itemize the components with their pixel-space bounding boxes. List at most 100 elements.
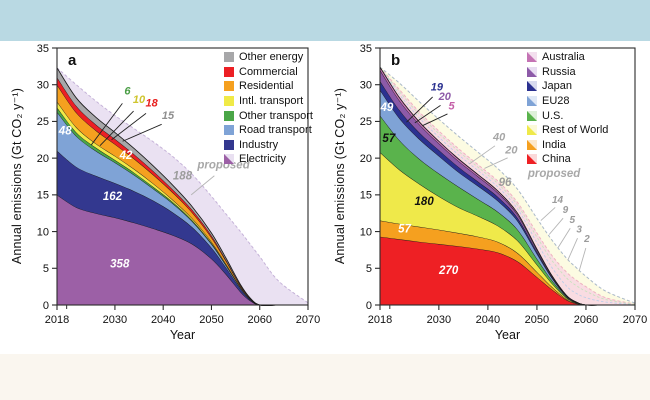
plot-box xyxy=(379,47,636,306)
envelope-proposed-outer-dashed-edge xyxy=(379,66,636,304)
legend-item: Rest of World xyxy=(527,124,608,137)
legend-item: Other energy xyxy=(224,51,313,64)
legend-a: Other energy Commercial Residential Intl. t… xyxy=(224,51,313,166)
callout-line xyxy=(567,238,578,261)
callout-label-9: 9 xyxy=(563,205,569,216)
y-tick-label: 35 xyxy=(360,43,372,55)
y-tick-label: 30 xyxy=(37,80,49,92)
triangle-swatch-icon xyxy=(224,154,234,165)
y-tick-label: 5 xyxy=(366,263,372,275)
y-tick-label: 10 xyxy=(360,226,372,238)
callout-line xyxy=(484,157,508,169)
envelope-proposed-dashed-edge xyxy=(56,67,309,304)
callout-line xyxy=(540,207,556,221)
y-tick-label: 35 xyxy=(37,43,49,55)
annotation-162: 162 xyxy=(103,191,123,203)
callout-label-19: 19 xyxy=(431,82,444,94)
area-electricity xyxy=(57,194,308,306)
legend-item-label: Rest of World xyxy=(542,124,609,137)
panel-a-chart: 0 5 10 15 20 25 30 35 2018 2030 2040 2050 2060 2070 Ye… xyxy=(37,43,320,342)
triangle-swatch-icon xyxy=(527,96,537,107)
legend-item-label: Residential xyxy=(239,80,294,93)
legend-item-label: India xyxy=(542,138,566,151)
legend-item-label: Road transport xyxy=(239,124,312,137)
legend-item: U.S. xyxy=(527,109,608,122)
legend-item: Industry xyxy=(224,139,313,152)
legend-item: Japan xyxy=(527,80,608,93)
panel-letter-a: a xyxy=(68,52,77,69)
x-tick-label: 2030 xyxy=(427,314,451,326)
y-tick-label: 5 xyxy=(43,263,49,275)
triangle-swatch-icon xyxy=(527,110,537,121)
callout-line xyxy=(406,96,433,123)
callout-label-10: 10 xyxy=(133,94,146,106)
legend-item: Electricity xyxy=(224,153,313,166)
legend-item-label: Intl. transport xyxy=(239,95,304,108)
top-background-band xyxy=(0,0,650,41)
callout-line xyxy=(111,113,147,141)
square-swatch-icon xyxy=(224,110,234,121)
callout-line xyxy=(414,104,441,124)
annotation-188: 188 xyxy=(173,170,193,182)
annotation-57: 57 xyxy=(382,133,395,145)
legend-item: Road transport xyxy=(224,124,313,137)
legend-item-label: Commercial xyxy=(239,65,298,78)
area-industry xyxy=(57,150,308,306)
x-axis-title: Year xyxy=(495,328,520,342)
area-china xyxy=(380,236,635,306)
x-tick-label: 2040 xyxy=(151,314,175,326)
annotation-358: 358 xyxy=(110,259,130,271)
x-tick-label: 2070 xyxy=(296,314,320,326)
x-tick-label: 2018 xyxy=(368,314,392,326)
y-tick-label: 25 xyxy=(37,116,49,128)
legend-item: Residential xyxy=(224,80,313,93)
legend-item: Other transport xyxy=(224,109,313,122)
annotation-proposed: proposed xyxy=(527,168,581,180)
legend-item: EU28 xyxy=(527,95,608,108)
area-india xyxy=(380,220,635,306)
x-tick-label: 2018 xyxy=(45,314,69,326)
callout-label-3: 3 xyxy=(576,224,582,235)
triangle-swatch-icon xyxy=(527,154,537,165)
annotation-48: 48 xyxy=(58,126,72,138)
envelope-proposed-inner-dashed-edge xyxy=(379,66,636,305)
x-tick-label: 2050 xyxy=(199,314,223,326)
legend-item-label: EU28 xyxy=(542,95,570,108)
legend-item: Australia xyxy=(527,51,608,64)
callout-label-6: 6 xyxy=(124,85,131,97)
inner-dashed-guide xyxy=(379,66,636,305)
legend-item-label: Japan xyxy=(542,80,572,93)
y-tick-label: 15 xyxy=(37,190,49,202)
callout-line xyxy=(99,110,134,146)
legend-item-label: China xyxy=(542,153,571,166)
bottom-background-band xyxy=(0,354,650,400)
legend-item-label: Industry xyxy=(239,138,279,151)
y-tick-label: 10 xyxy=(37,226,49,238)
legend-item: Intl. transport xyxy=(224,95,313,108)
x-tick-label: 2040 xyxy=(476,314,500,326)
callout-label-15: 15 xyxy=(162,110,175,122)
square-swatch-icon xyxy=(224,125,234,136)
y-tick-label: 15 xyxy=(360,190,372,202)
x-tick-label: 2060 xyxy=(247,314,271,326)
callout-line xyxy=(548,217,564,235)
y-tick-label: 20 xyxy=(360,153,372,165)
inner-dashed-guide xyxy=(379,66,636,306)
x-axis-title: Year xyxy=(170,328,195,342)
callout-label-20: 20 xyxy=(504,145,518,157)
legend-item: Commercial xyxy=(224,66,313,79)
x-tick-label: 2070 xyxy=(623,314,647,326)
callout-label-20: 20 xyxy=(438,91,452,103)
callout-label-40: 40 xyxy=(492,132,506,144)
legend-item-label: Other transport xyxy=(239,109,313,122)
square-swatch-icon xyxy=(224,52,234,63)
legend-item-label: U.S. xyxy=(542,109,564,122)
square-swatch-icon xyxy=(224,96,234,107)
y-tick-label: 20 xyxy=(37,153,49,165)
callout-label-5: 5 xyxy=(569,215,575,226)
square-swatch-icon xyxy=(224,66,234,77)
area-other-energy-outline xyxy=(56,67,308,306)
y-tick-label: 25 xyxy=(360,116,372,128)
legend-item-label: Russia xyxy=(542,65,576,78)
